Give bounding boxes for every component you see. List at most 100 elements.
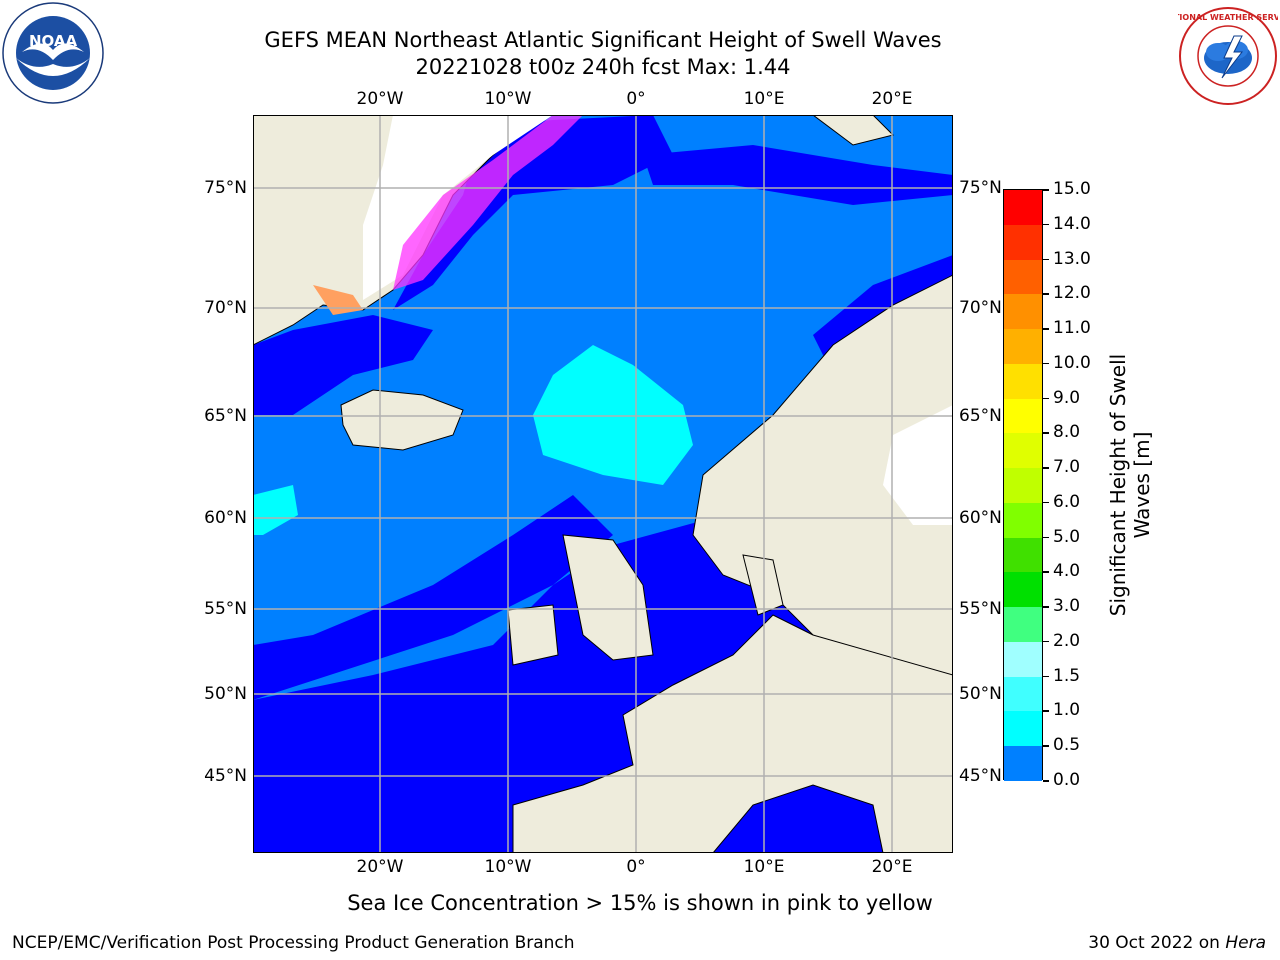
colorbar-tick-mark: [1043, 293, 1049, 295]
colorbar-tick-mark: [1043, 501, 1049, 504]
colorbar-tick-label: 12.0: [1053, 283, 1091, 304]
lat-tick-right-1: 70°N: [959, 298, 1002, 318]
colorbar-tick-label: 0.0: [1053, 770, 1081, 790]
colorbar-tick-label: 10.0: [1053, 352, 1091, 373]
colorbar-segment: [1004, 259, 1042, 295]
lat-tick-right-0: 75°N: [959, 178, 1002, 198]
colorbar-tick-mark: [1043, 606, 1049, 608]
colorbar-segment: [1004, 537, 1042, 573]
colorbar-tick-label: 13.0: [1053, 248, 1091, 269]
sea-ice-edge: [393, 115, 583, 290]
colorbar-segment: [1004, 468, 1042, 504]
colorbar-tick-mark: [1043, 745, 1049, 747]
colorbar-segment: [1004, 676, 1042, 712]
colorbar-tick-label: 8.0: [1053, 422, 1081, 443]
colorbar-tick-mark: [1043, 467, 1049, 469]
lat-tick-left-6: 45°N: [204, 766, 247, 786]
lon-tick-top-0: 20°W: [356, 89, 404, 109]
colorbar-tick-label: 4.0: [1053, 561, 1081, 582]
footer-host: Hera: [1225, 933, 1266, 953]
colorbar-tick-mark: [1043, 397, 1049, 400]
lat-tick-left-2: 65°N: [204, 406, 247, 426]
lon-tick-bottom-0: 20°W: [356, 857, 404, 877]
colorbar-tick-mark: [1043, 675, 1049, 678]
colorbar-tick-label: 14.0: [1053, 213, 1091, 234]
iceland-land: [340, 389, 464, 451]
colorbar-tick-mark: [1043, 571, 1049, 573]
chart-subtitle: 20221028 t00z 240h fcst Max: 1.44: [415, 55, 791, 79]
swell-patch-west: [253, 485, 298, 535]
colorbar-segment: [1004, 363, 1042, 400]
footer-date-text: 30 Oct 2022 on: [1088, 933, 1226, 953]
colorbar-tick-label: 1.5: [1053, 665, 1081, 686]
sea-ice-note: Sea Ice Concentration > 15% is shown in …: [347, 891, 933, 915]
colorbar-tick-label: 0.5: [1053, 735, 1081, 756]
lat-tick-right-5: 50°N: [959, 684, 1002, 704]
denmark-land: [742, 554, 784, 616]
swell-patch-norwegian-sea: [533, 345, 693, 485]
colorbar-segment: [1004, 224, 1042, 260]
low-swell-band: [253, 495, 613, 700]
lat-tick-left-3: 60°N: [204, 508, 247, 528]
nws-logo-icon: NATIONAL WEATHER SERVICE: [1178, 7, 1278, 105]
footer-date: 30 Oct 2022 on Hera: [1088, 933, 1266, 953]
colorbar-tick-label: 2.0: [1053, 630, 1081, 651]
lon-tick-bottom-2: 0°: [626, 857, 646, 877]
colorbar-segment: [1004, 746, 1042, 782]
colorbar-segment: [1004, 190, 1042, 226]
colorbar-title: Significant Height of Swell Waves [m]: [1106, 353, 1154, 617]
lat-tick-left-0: 75°N: [204, 178, 247, 198]
colorbar-tick-mark: [1043, 536, 1049, 539]
lat-tick-left-5: 50°N: [204, 684, 247, 704]
colorbar-tick-label: 6.0: [1053, 491, 1081, 512]
colorbar: [1003, 189, 1043, 782]
colorbar-tick-mark: [1043, 432, 1049, 434]
colorbar-tick-mark: [1043, 328, 1049, 330]
colorbar-tick-mark: [1043, 258, 1049, 261]
footer-credit: NCEP/EMC/Verification Post Processing Pr…: [12, 933, 575, 953]
colorbar-segment: [1004, 641, 1042, 678]
map-frame: [253, 115, 953, 853]
colorbar-tick-mark: [1043, 223, 1049, 226]
colorbar-tick-label: 1.0: [1053, 700, 1081, 721]
lat-tick-right-3: 60°N: [959, 508, 1002, 528]
colorbar-tick-label: 9.0: [1053, 387, 1081, 408]
lat-tick-left-1: 70°N: [204, 298, 247, 318]
colorbar-segment: [1004, 572, 1042, 608]
low-swell-greenland: [253, 315, 433, 415]
colorbar-tick-mark: [1043, 362, 1049, 365]
colorbar-tick-label: 11.0: [1053, 318, 1091, 339]
lon-tick-top-2: 0°: [626, 89, 646, 109]
lon-tick-bottom-3: 10°E: [743, 857, 785, 877]
colorbar-tick-mark: [1043, 710, 1049, 712]
colorbar-tick-mark: [1043, 780, 1049, 782]
colorbar-tick-mark: [1043, 189, 1049, 191]
chart-title: GEFS MEAN Northeast Atlantic Significant…: [264, 28, 942, 52]
lat-tick-right-6: 45°N: [959, 766, 1002, 786]
noaa-logo-icon: NOAA: [2, 2, 104, 104]
colorbar-tick-label: 15.0: [1053, 179, 1091, 199]
map-canvas: [253, 115, 953, 853]
svalbard-land: [812, 115, 894, 146]
colorbar-tick-mark: [1043, 640, 1049, 643]
great-britain-land: [562, 534, 654, 661]
lon-tick-bottom-4: 20°E: [871, 857, 913, 877]
colorbar-segment: [1004, 502, 1042, 539]
lat-tick-left-4: 55°N: [204, 599, 247, 619]
svg-text:NATIONAL WEATHER SERVICE: NATIONAL WEATHER SERVICE: [1178, 13, 1278, 22]
lat-tick-right-2: 65°N: [959, 406, 1002, 426]
lon-tick-top-4: 20°E: [871, 89, 913, 109]
lon-tick-bottom-1: 10°W: [484, 857, 532, 877]
ireland-land: [507, 604, 559, 666]
scandinavia-white-patch: [883, 405, 953, 525]
low-swell-north: [393, 115, 673, 310]
colorbar-segment: [1004, 607, 1042, 643]
lat-tick-right-4: 55°N: [959, 599, 1002, 619]
lon-tick-top-3: 10°E: [743, 89, 785, 109]
colorbar-tick-label: 5.0: [1053, 526, 1081, 547]
colorbar-segment: [1004, 433, 1042, 469]
continental-europe-land: [512, 614, 953, 853]
colorbar-segment: [1004, 398, 1042, 434]
noaa-logo-text: NOAA: [29, 32, 78, 50]
colorbar-segment: [1004, 294, 1042, 330]
